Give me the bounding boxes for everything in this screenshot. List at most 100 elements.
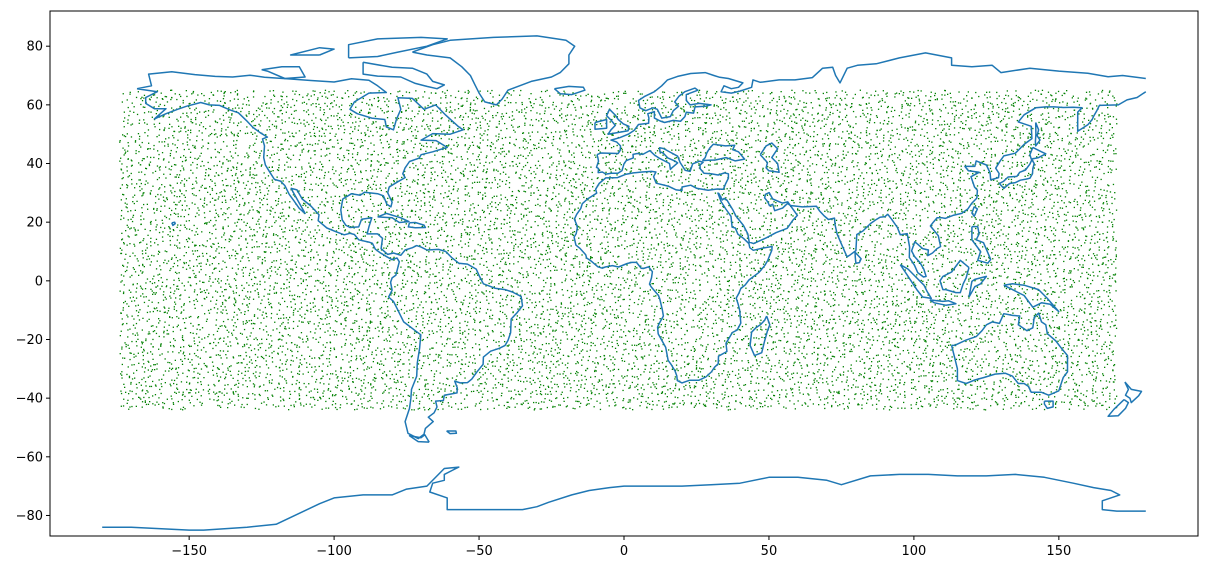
- scatter-point: [408, 266, 410, 268]
- scatter-point: [236, 273, 238, 276]
- scatter-point: [323, 112, 326, 114]
- scatter-point: [284, 201, 286, 203]
- scatter-point: [339, 239, 341, 241]
- scatter-point: [255, 371, 257, 373]
- scatter-point: [430, 238, 432, 240]
- scatter-point: [158, 322, 160, 324]
- scatter-point: [199, 245, 201, 247]
- scatter-point: [204, 100, 206, 102]
- scatter-point: [146, 352, 149, 354]
- scatter-point: [169, 316, 171, 318]
- scatter-point: [374, 380, 376, 382]
- scatter-point: [434, 171, 436, 173]
- scatter-point: [454, 275, 456, 277]
- scatter-point: [464, 347, 466, 349]
- scatter-point: [127, 235, 129, 237]
- scatter-point: [408, 91, 411, 94]
- scatter-point: [379, 363, 381, 365]
- scatter-point: [467, 89, 469, 92]
- scatter-point: [347, 254, 349, 256]
- scatter-point: [302, 96, 304, 98]
- scatter-point: [397, 214, 399, 216]
- scatter-point: [153, 292, 155, 294]
- scatter-point: [212, 257, 215, 259]
- scatter-point: [431, 160, 433, 163]
- scatter-point: [350, 137, 352, 140]
- scatter-point: [424, 409, 426, 411]
- scatter-point: [323, 177, 325, 179]
- scatter-point: [121, 163, 123, 165]
- scatter-point: [139, 135, 141, 138]
- scatter-point: [202, 126, 205, 128]
- scatter-point: [399, 150, 401, 152]
- scatter-point: [237, 180, 239, 182]
- scatter-point: [145, 249, 147, 251]
- scatter-point: [160, 205, 162, 207]
- scatter-point: [193, 224, 195, 227]
- scatter-point: [367, 148, 369, 150]
- scatter-point: [417, 130, 419, 133]
- scatter-point: [358, 181, 360, 184]
- scatter-point: [388, 273, 390, 275]
- scatter-point: [452, 217, 454, 220]
- scatter-point: [193, 194, 195, 196]
- scatter-point: [218, 196, 220, 198]
- scatter-point: [456, 141, 458, 144]
- scatter-point: [185, 317, 187, 319]
- scatter-point: [134, 334, 136, 336]
- scatter-point: [186, 381, 188, 383]
- scatter-point: [358, 338, 360, 341]
- scatter-point: [365, 125, 367, 127]
- scatter-point: [281, 143, 283, 145]
- scatter-point: [134, 245, 136, 247]
- scatter-point: [340, 368, 342, 370]
- scatter-point: [351, 256, 353, 259]
- scatter-point: [341, 382, 343, 384]
- scatter-point: [187, 137, 189, 139]
- scatter-point: [167, 351, 169, 353]
- scatter-point: [383, 262, 386, 264]
- scatter-point: [368, 294, 370, 296]
- scatter-point: [427, 284, 430, 287]
- scatter-point: [274, 266, 276, 268]
- scatter-point: [417, 381, 419, 383]
- scatter-point: [345, 283, 347, 286]
- scatter-point: [265, 349, 267, 352]
- scatter-point: [277, 352, 279, 354]
- scatter-point: [435, 128, 437, 130]
- scatter-point: [174, 244, 176, 246]
- scatter-point: [315, 369, 317, 371]
- scatter-point: [450, 165, 453, 167]
- scatter-point: [126, 373, 128, 376]
- scatter-point: [201, 147, 203, 149]
- scatter-point: [459, 338, 462, 340]
- scatter-point: [184, 357, 186, 360]
- scatter-point: [373, 254, 375, 256]
- scatter-point: [211, 233, 213, 235]
- scatter-point: [416, 100, 418, 102]
- scatter-point: [245, 351, 247, 354]
- scatter-point: [338, 248, 340, 251]
- scatter-point: [254, 375, 256, 377]
- scatter-point: [217, 399, 220, 401]
- scatter-point: [341, 249, 343, 252]
- scatter-point: [451, 111, 453, 114]
- scatter-point: [313, 167, 315, 169]
- scatter-point: [201, 402, 203, 404]
- scatter-point: [158, 231, 161, 234]
- scatter-point: [285, 268, 287, 270]
- scatter-point: [293, 208, 295, 210]
- scatter-point: [299, 362, 301, 364]
- scatter-point: [242, 267, 245, 269]
- scatter-point: [383, 158, 385, 160]
- scatter-point: [267, 149, 269, 151]
- scatter-point: [367, 400, 369, 403]
- scatter-point: [361, 318, 363, 321]
- scatter-point: [265, 325, 267, 327]
- scatter-point: [422, 355, 424, 357]
- scatter-point: [440, 118, 442, 120]
- scatter-point: [302, 204, 304, 206]
- scatter-point: [444, 213, 446, 215]
- scatter-point: [389, 146, 391, 148]
- scatter-point: [131, 178, 133, 181]
